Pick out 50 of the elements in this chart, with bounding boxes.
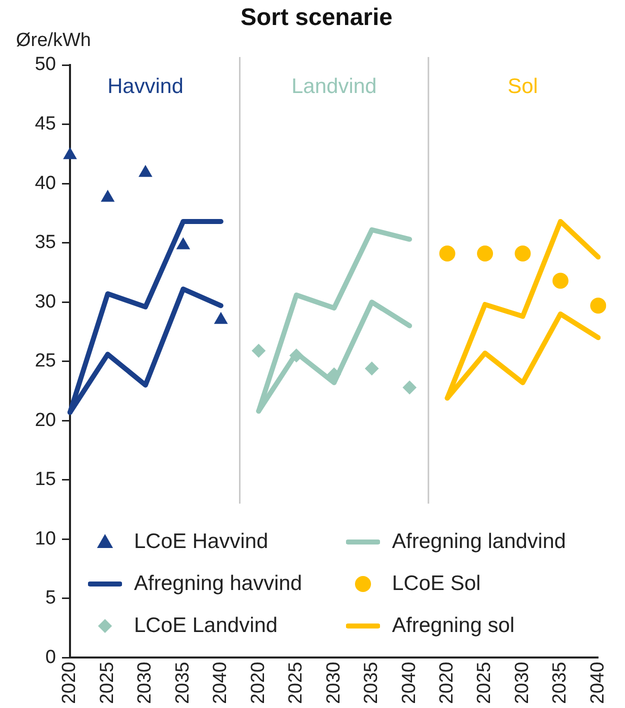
point [100, 190, 115, 202]
legend-label: Afregning sol [392, 614, 515, 638]
y-axis-title: Øre/kWh [16, 30, 91, 52]
x-tick-label: 2025 [474, 662, 496, 704]
x-tick-label: 2025 [96, 662, 118, 704]
x-tick-label: 2035 [550, 662, 571, 704]
x-tick-label: 2020 [248, 662, 269, 704]
y-tick-label: 5 [45, 588, 56, 609]
point [402, 380, 417, 394]
point [439, 245, 456, 262]
annotation: Landvind [291, 74, 377, 98]
point [590, 298, 606, 314]
y-tick-label: 45 [34, 114, 56, 135]
y-tick-label: 10 [34, 528, 56, 550]
x-tick-label: 2020 [436, 662, 458, 704]
chart-title: Sort scenarie [240, 4, 393, 31]
point [63, 147, 77, 160]
point [364, 361, 379, 376]
y-tick-label: 30 [34, 291, 56, 312]
x-tick-label: 2020 [59, 662, 80, 704]
x-tick-label: 2030 [134, 662, 156, 704]
x-tick-label: 2030 [323, 662, 344, 704]
y-tick-label: 0 [45, 646, 56, 668]
y-tick-label: 50 [34, 54, 56, 76]
point [138, 164, 152, 177]
point [514, 245, 531, 262]
point [289, 348, 304, 362]
annotation: Havvind [108, 74, 184, 98]
point [477, 245, 494, 262]
y-tick-label: 15 [34, 469, 56, 490]
y-tick-label: 40 [34, 172, 56, 194]
legend-label: Afregning landvind [392, 530, 566, 554]
y-tick-label: 20 [34, 410, 56, 431]
x-tick-label: 2040 [398, 662, 420, 704]
x-tick-label: 2040 [587, 662, 608, 704]
x-tick-label: 2035 [361, 662, 382, 704]
point [176, 237, 190, 250]
y-tick-label: 25 [34, 350, 56, 372]
x-tick-label: 2030 [512, 662, 533, 704]
x-tick-label: 2025 [286, 662, 307, 704]
annotation: Sol [508, 74, 538, 98]
y-tick-label: 35 [34, 232, 56, 254]
x-tick-label: 2035 [172, 662, 194, 704]
legend-label: LCoE Havvind [134, 530, 268, 554]
x-tick-label: 2040 [210, 662, 232, 704]
legend-label: LCoE Sol [392, 572, 481, 596]
point [252, 344, 266, 358]
legend-label: Afregning havvind [134, 572, 302, 596]
point [552, 272, 568, 289]
legend-label: LCoE Landvind [134, 614, 278, 638]
